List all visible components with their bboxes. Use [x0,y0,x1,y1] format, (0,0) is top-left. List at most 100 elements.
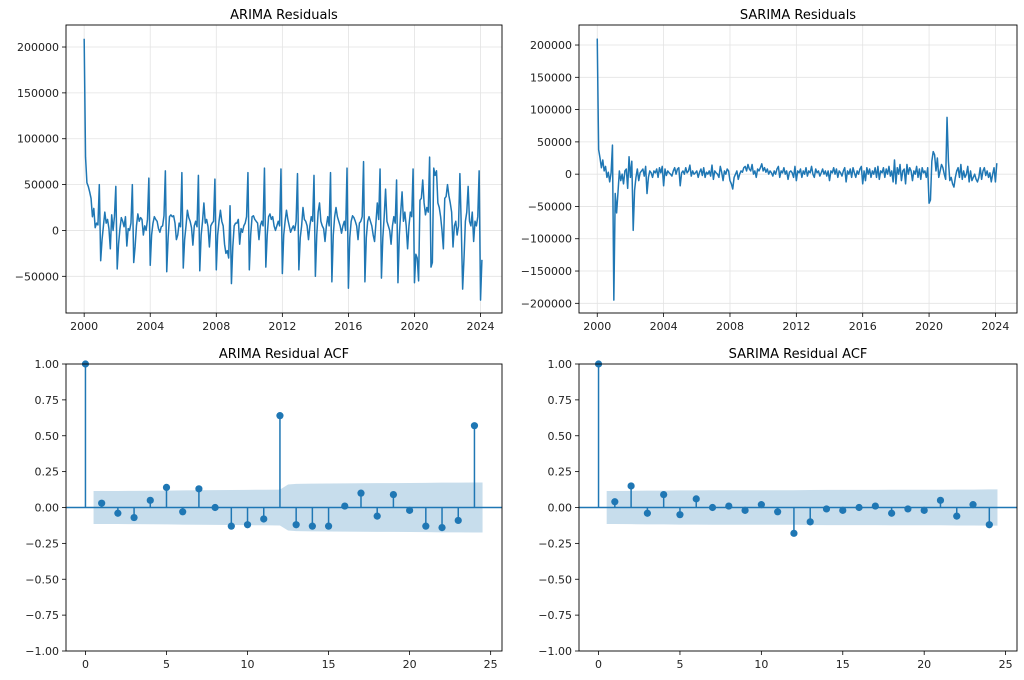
acf-marker-lag-20 [920,506,928,514]
residual-series-line [596,38,998,301]
y-tick-label: 100000 [17,133,59,146]
acf-marker-lag-4 [660,490,668,499]
arima-residuals-plot: ARIMA Residuals 2000 2004 2008 2012 2016 2020… [15,8,503,333]
x-tick-label: 0 [82,658,89,671]
y-tick-label: 200000 [17,41,59,54]
acf-marker-lag-19 [904,505,912,513]
axes-frame [578,24,1018,314]
x-tick-label: 2012 [782,320,810,333]
acf-marker-lag-11 [260,515,268,523]
x-tick-label: 2000 [70,320,98,333]
x-tick-label: 5 [163,658,170,671]
acf-marker-lag-1 [98,499,106,507]
sarima-residuals-plot: SARIMA Residuals 2000 2004 2008 2012 2016 202… [521,8,1018,333]
acf-marker-lag-15 [324,522,333,530]
x-tick-label: 2004 [650,320,678,333]
acf-marker-lag-21 [936,496,945,504]
x-tick-label: 2008 [716,320,744,333]
y-tick-label: 0.25 [35,466,60,479]
y-tick-label: 0.50 [35,430,60,443]
y-tick-label: 0 [52,224,59,237]
x-tick-label: 15 [836,658,850,671]
y-tick-label: 1.00 [548,358,573,371]
acf-marker-lag-22 [953,512,961,520]
acf-marker-lag-21 [422,522,430,530]
acf-marker-lag-18 [888,509,896,517]
y-tick-label: 0.00 [548,502,573,515]
y-tick-label: −150000 [521,265,572,278]
acf-marker-lag-9 [227,522,235,530]
y-tick-label: 0.25 [548,466,573,479]
acf-marker-lag-22 [438,523,446,532]
acf-marker-lag-6 [692,495,700,503]
y-tick-label: 150000 [530,71,572,84]
acf-marker-lag-5 [162,483,171,492]
y-tick-label: −200000 [521,297,572,310]
x-tick-label: 2024 [981,320,1009,333]
acf-marker-lag-5 [676,511,684,519]
acf-marker-lag-9 [741,506,749,514]
acf-marker-lag-3 [643,509,651,517]
acf-marker-lag-15 [839,506,847,514]
acf-marker-lag-17 [357,489,365,497]
x-tick-label: 2024 [467,320,495,333]
acf-marker-lag-11 [774,508,782,516]
acf-marker-lag-4 [146,496,154,504]
y-tick-label: 150000 [17,87,59,100]
y-tick-label: −100000 [521,233,572,246]
x-tick-label: 5 [676,658,683,671]
x-tick-label: 2000 [583,320,611,333]
y-tick-label: 1.00 [35,358,60,371]
sarima-acf-plot: SARIMA Residual ACF 0 5 10 15 20 25 −1.00 −0.75… [538,347,1018,671]
x-tick-label: 2016 [334,320,362,333]
x-tick-label: 2008 [202,320,230,333]
acf-marker-lag-10 [757,501,765,509]
y-tick-label: 0 [565,168,572,181]
acf-marker-lag-7 [708,503,717,512]
acf-marker-lag-17 [871,502,879,510]
x-tick-label: 0 [595,658,602,671]
acf-marker-lag-24 [470,422,479,430]
acf-marker-lag-2 [627,482,635,490]
acf-marker-lag-20 [406,506,414,514]
acf-marker-lag-14 [308,522,316,530]
y-tick-label: 0.00 [35,502,60,515]
y-tick-label: −1.00 [25,645,59,658]
y-tick-label: 0.75 [548,394,573,407]
acf-marker-lag-24 [985,521,993,529]
y-tick-label: −0.25 [538,537,572,550]
x-tick-label: 2012 [268,320,296,333]
y-tick-label: 50000 [537,136,572,149]
acf-marker-lag-12 [790,529,798,537]
acf-marker-lag-19 [389,490,398,499]
y-tick-label: −1.00 [538,645,572,658]
acf-marker-lag-16 [341,502,349,510]
residual-series-line [83,38,483,301]
acf-marker-lag-16 [855,503,863,512]
arima-acf-plot: ARIMA Residual ACF 0 5 10 15 20 25 −1.00 −0.75 −… [25,347,503,671]
acf-marker-lag-2 [114,509,122,517]
sarima-residuals-title: SARIMA Residuals [740,8,856,23]
acf-marker-lag-1 [611,498,619,506]
x-tick-label: 2016 [849,320,877,333]
x-tick-label: 2020 [915,320,943,333]
acf-marker-lag-6 [179,508,187,516]
y-tick-label: −0.50 [538,573,572,586]
acf-marker-lag-3 [130,513,138,522]
sarima-acf-title: SARIMA Residual ACF [729,347,868,362]
x-tick-label: 2020 [400,320,428,333]
acf-marker-lag-23 [454,516,462,525]
arima-acf-title: ARIMA Residual ACF [219,347,349,362]
y-tick-label: −0.50 [25,573,59,586]
x-tick-label: 20 [403,658,417,671]
acf-marker-lag-18 [373,512,381,520]
y-tick-label: 200000 [530,39,572,52]
acf-marker-lag-7 [195,485,203,493]
x-tick-label: 2004 [136,320,164,333]
y-tick-label: −50000 [528,200,572,213]
y-tick-label: −50000 [15,270,59,283]
y-tick-label: −0.75 [538,609,572,622]
x-tick-label: 25 [999,658,1013,671]
arima-residuals-title: ARIMA Residuals [230,8,338,23]
